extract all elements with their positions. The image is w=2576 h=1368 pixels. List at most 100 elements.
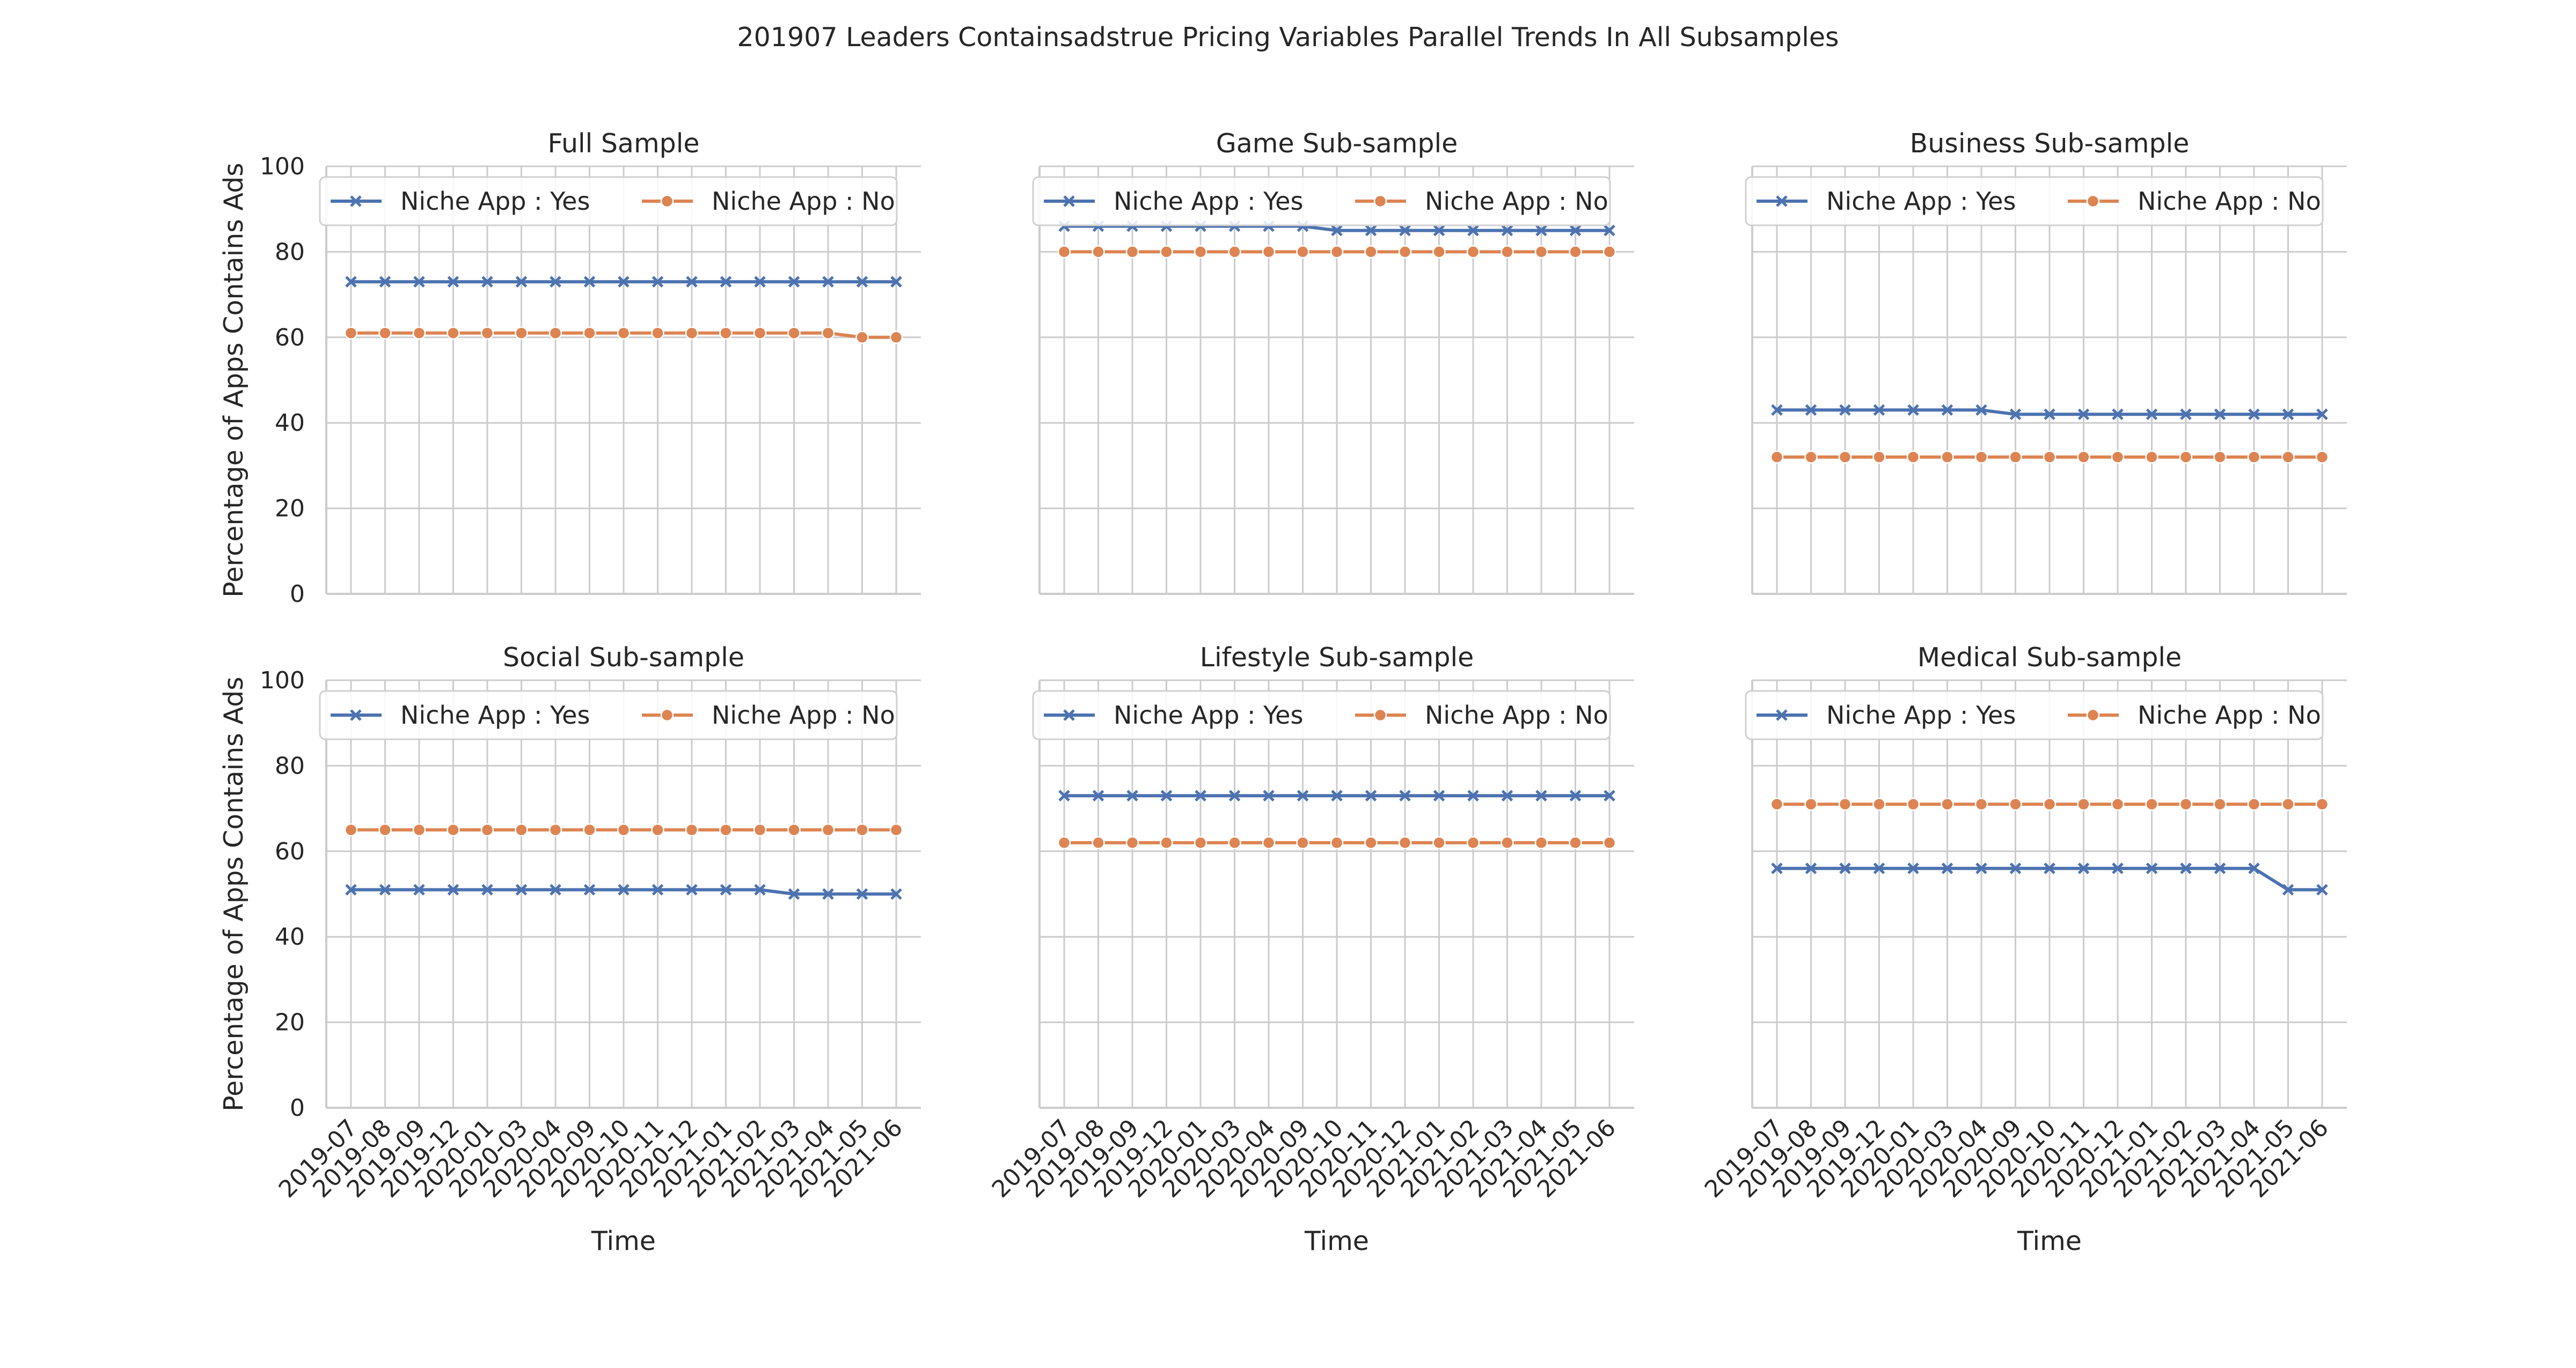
data-point-yes (1907, 404, 1919, 416)
legend-marker-yes (1063, 195, 1075, 207)
data-point-yes (2248, 862, 2260, 874)
data-point-yes (1975, 862, 1987, 874)
data-point-yes (1501, 790, 1513, 801)
data-point-yes (856, 276, 868, 288)
data-point-no (412, 326, 426, 340)
data-point-no (1398, 245, 1412, 259)
data-point-no (685, 823, 699, 837)
data-point-no (2213, 450, 2227, 464)
subplot-title: Game Sub-sample (1216, 128, 1458, 159)
data-point-yes (1195, 790, 1206, 801)
data-point-no (412, 823, 426, 837)
data-point-no (1941, 450, 1954, 464)
data-point-yes (550, 276, 561, 288)
data-point-no (889, 330, 903, 344)
data-point-yes (890, 276, 902, 288)
data-point-yes (447, 276, 459, 288)
data-point-yes (1805, 862, 1817, 874)
data-point-no (1228, 245, 1241, 259)
data-point-yes (1365, 224, 1377, 237)
y-tick-label: 0 (290, 580, 305, 608)
data-point-no (344, 823, 358, 837)
data-point-yes (686, 884, 698, 896)
x-axis-label: Time (591, 1226, 656, 1256)
legend-box (1745, 176, 2324, 226)
data-point-no (1804, 450, 1818, 464)
data-point-no (753, 823, 767, 837)
data-point-yes (379, 276, 391, 288)
y-tick-label: 80 (275, 752, 305, 779)
data-point-no (821, 326, 835, 340)
legend-box (1032, 176, 1611, 226)
legend: Niche App : Yes Niche App : No (1032, 690, 1611, 740)
data-point-no (1330, 836, 1344, 850)
legend-box (319, 690, 898, 740)
legend-label-no: Niche App : No (712, 187, 895, 216)
data-point-no (1974, 797, 1988, 811)
data-point-no (378, 326, 392, 340)
panel-6: Medical Sub-sample2019-072019-082019-092… (1700, 642, 2347, 1256)
data-point-no (480, 326, 494, 340)
data-point-no (1432, 245, 1446, 259)
y-tick-label: 60 (275, 838, 305, 865)
data-point-no (1804, 797, 1818, 811)
data-point-yes (1467, 790, 1479, 801)
data-point-no (2315, 797, 2329, 811)
data-point-yes (1569, 790, 1582, 801)
data-point-no (1125, 836, 1139, 850)
data-point-no (651, 326, 664, 340)
y-tick-label: 100 (260, 153, 305, 180)
y-tick-label: 80 (275, 238, 305, 266)
data-point-no (515, 326, 528, 340)
data-point-no (583, 326, 596, 340)
data-point-no (821, 823, 835, 837)
data-point-no (1432, 836, 1446, 850)
legend-marker-no (660, 708, 674, 722)
legend-marker-no (660, 194, 674, 208)
data-point-no (1466, 836, 1480, 850)
data-point-yes (720, 276, 732, 288)
data-point-yes (2112, 862, 2124, 874)
data-point-yes (583, 276, 596, 288)
data-point-yes (618, 276, 630, 288)
data-point-yes (1501, 224, 1513, 237)
legend-marker-yes (1776, 195, 1788, 207)
data-point-yes (1433, 790, 1445, 801)
legend-marker-no (1373, 194, 1387, 208)
y-tick-label: 60 (275, 324, 305, 351)
data-point-yes (2009, 408, 2022, 421)
data-point-no (1838, 797, 1852, 811)
data-point-no (685, 326, 699, 340)
data-point-no (855, 823, 869, 837)
data-point-no (1534, 245, 1548, 259)
data-point-yes (550, 884, 561, 896)
data-point-no (2145, 450, 2158, 464)
x-axis-label: Time (1304, 1226, 1369, 1256)
legend: Niche App : Yes Niche App : No (319, 690, 898, 740)
data-point-yes (2077, 862, 2090, 874)
data-point-no (787, 326, 801, 340)
data-point-yes (754, 884, 766, 896)
legend: Niche App : Yes Niche App : No (1745, 176, 2324, 226)
data-point-no (1057, 245, 1071, 259)
data-point-no (719, 326, 733, 340)
legend-label-yes: Niche App : Yes (1826, 701, 2016, 730)
data-point-no (2281, 797, 2295, 811)
data-point-yes (1604, 224, 1615, 237)
panel-1: Full Sample 0 20 40 60 80 100 Percentage of App… (218, 128, 921, 608)
data-point-no (1569, 836, 1582, 850)
data-point-yes (1771, 404, 1783, 416)
panel-4: Social Sub-sample 0 20 40 60 80 100 Percentage … (218, 642, 921, 1256)
data-point-no (480, 823, 494, 837)
legend-marker-no (1373, 708, 1387, 722)
data-point-yes (2180, 862, 2192, 874)
data-point-yes (2180, 408, 2192, 421)
data-point-no (548, 326, 562, 340)
data-point-yes (2316, 884, 2328, 896)
legend-label-no: Niche App : No (1425, 701, 1608, 730)
data-point-yes (2214, 862, 2226, 874)
legend: Niche App : Yes Niche App : No (319, 176, 898, 226)
data-point-no (1194, 836, 1208, 850)
data-point-no (548, 823, 562, 837)
